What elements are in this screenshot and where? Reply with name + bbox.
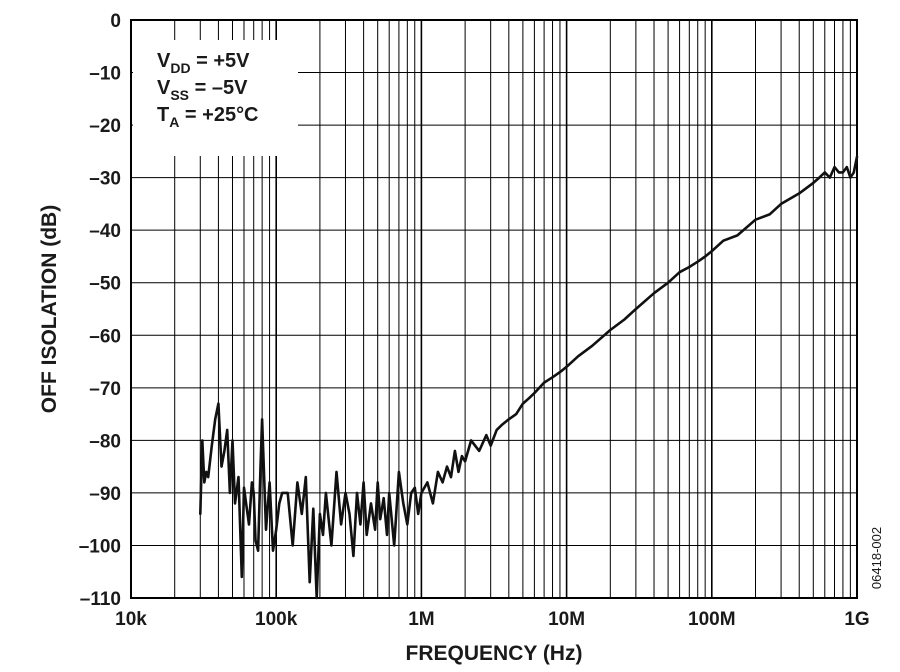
- y-tick-label: –80: [89, 431, 121, 452]
- annotation-subscript: DD: [170, 60, 190, 76]
- x-axis-label: FREQUENCY (Hz): [406, 642, 583, 665]
- y-tick-label: –30: [89, 169, 121, 190]
- annotation-symbol: V: [157, 50, 171, 72]
- y-tick-label: –20: [89, 116, 121, 137]
- series-layer: [199, 155, 859, 600]
- annotation-background: [133, 40, 298, 156]
- plot-frame: [130, 19, 858, 599]
- y-tick-label: –90: [89, 484, 121, 505]
- annotation-symbol: T: [157, 104, 169, 126]
- y-tick-label: –110: [80, 589, 121, 610]
- figure-id: 06418-002: [869, 527, 884, 589]
- series-line: [199, 155, 859, 600]
- annotation-value: = +5V: [191, 50, 251, 72]
- x-tick-label: 1M: [408, 609, 434, 630]
- y-tick-label: –60: [89, 326, 121, 347]
- x-tick-label: 100M: [688, 609, 736, 630]
- annotation-subscript: A: [169, 114, 179, 130]
- annotation-line: VSS = –5V: [157, 77, 248, 103]
- annotation-value: = +25°C: [179, 104, 258, 126]
- y-tick-label: –50: [89, 274, 121, 295]
- x-tick-label: 10M: [548, 609, 585, 630]
- y-tick-label: –10: [89, 64, 121, 85]
- annotation-subscript: SS: [170, 87, 189, 103]
- y-tick-label: 0: [110, 11, 121, 32]
- x-tick-label: 1G: [844, 609, 869, 630]
- annotation-line: TA = +25°C: [157, 104, 259, 130]
- annotation-value: = –5V: [189, 77, 248, 99]
- x-tick-label: 100k: [255, 609, 298, 630]
- y-tick-label: –40: [89, 221, 121, 242]
- y-axis-label: OFF ISOLATION (dB): [38, 205, 61, 413]
- annotation-symbol: V: [157, 77, 171, 99]
- y-tick-label: –100: [79, 536, 121, 557]
- y-tick-label: –70: [89, 379, 121, 400]
- x-tick-label: 10k: [115, 609, 147, 630]
- annotation-line: VDD = +5V: [157, 50, 250, 76]
